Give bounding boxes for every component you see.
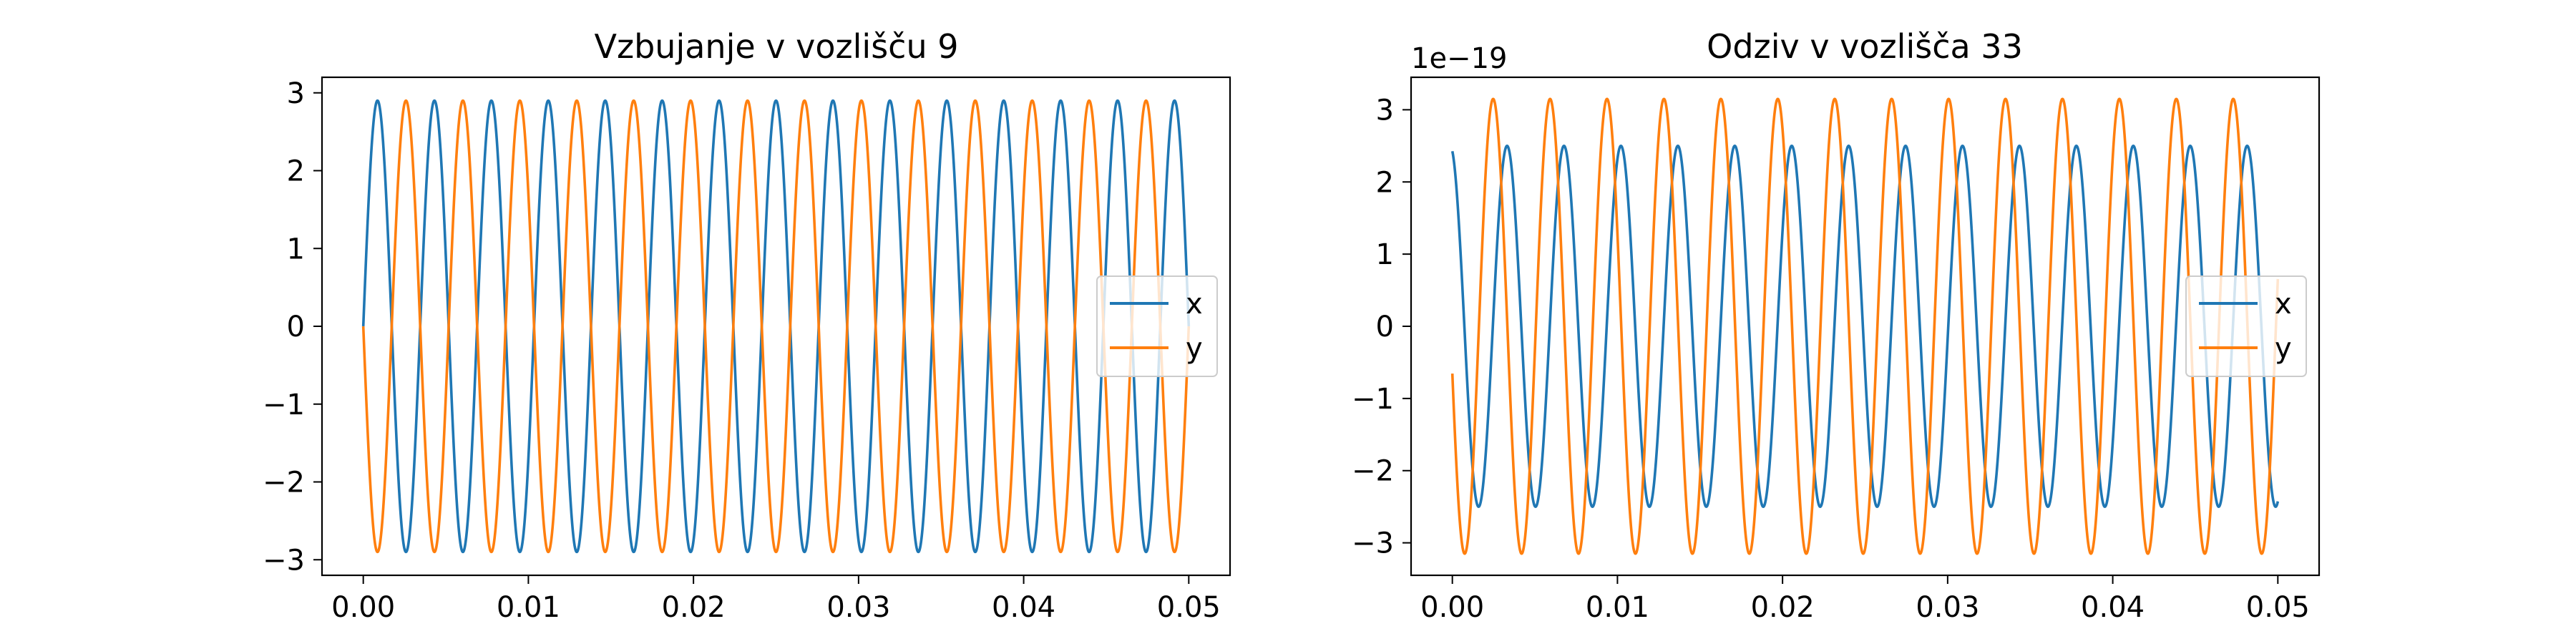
- series-line-x: [1450, 145, 2280, 508]
- legend-label: y: [1186, 332, 1203, 365]
- legend-box: [2185, 275, 2307, 377]
- y-tick-label: 3: [287, 77, 305, 110]
- y-axis-ticks: −3 −2 −1 0 1 2 3: [263, 77, 322, 577]
- legend: xy: [1096, 275, 1218, 377]
- x-tick-label: 0.03: [826, 591, 890, 624]
- chart-title: Odziv v vozlišča 33: [1707, 27, 2023, 66]
- plot-area: [361, 99, 1191, 554]
- x-tick-label: 0.02: [1751, 591, 1815, 624]
- legend-label: y: [2275, 332, 2292, 365]
- series-line-y: [361, 99, 1191, 554]
- subplot-response: Odziv v vozlišča 33 1e−19 0.00 0.01 0.02 0.…: [1352, 27, 2321, 624]
- y-axis-offset-text: 1e−19: [1411, 42, 1507, 75]
- y-tick-label: −1: [263, 389, 305, 421]
- y-tick-label: 0: [287, 311, 305, 343]
- legend-label: x: [1186, 288, 1203, 321]
- x-tick-label: 0.04: [2081, 591, 2145, 624]
- y-tick-label: 2: [1376, 166, 1394, 199]
- y-tick-label: 3: [1376, 94, 1394, 127]
- y-tick-label: 1: [287, 233, 305, 265]
- subplot-excitation: Vzbujanje v vozlišču 9 0.00 0.01 0.02 0.03 0…: [263, 27, 1231, 624]
- y-tick-label: 1: [1376, 238, 1394, 271]
- legend-label: x: [2275, 288, 2292, 321]
- y-tick-label: −3: [263, 544, 305, 577]
- y-tick-label: 0: [1376, 311, 1394, 343]
- axes-frame: [321, 76, 1231, 577]
- x-tick-label: 0.04: [992, 591, 1055, 624]
- x-axis-ticks: 0.00 0.01 0.02 0.03 0.04 0.05: [1420, 575, 2310, 624]
- x-tick-label: 0.01: [1586, 591, 1649, 624]
- x-tick-label: 0.00: [331, 591, 395, 624]
- x-tick-label: 0.01: [497, 591, 560, 624]
- series-line-x: [361, 99, 1191, 554]
- x-tick-label: 0.05: [2246, 591, 2310, 624]
- y-tick-label: 2: [287, 155, 305, 188]
- series-line-y: [1450, 97, 2280, 555]
- y-tick-label: −2: [263, 467, 305, 499]
- legend: xy: [2185, 275, 2307, 377]
- legend-box: [1096, 275, 1218, 377]
- y-tick-label: −2: [1352, 455, 1394, 488]
- y-tick-label: −3: [1352, 527, 1394, 560]
- chart-title: Vzbujanje v vozlišču 9: [594, 27, 958, 66]
- x-tick-label: 0.00: [1420, 591, 1484, 624]
- y-axis-ticks: −3 −2 −1 0 1 2 3: [1352, 94, 1411, 560]
- plot-area: [1450, 97, 2280, 555]
- x-tick-label: 0.05: [1157, 591, 1221, 624]
- y-tick-label: −1: [1352, 383, 1394, 416]
- x-tick-label: 0.03: [1916, 591, 1979, 624]
- x-axis-ticks: 0.00 0.01 0.02 0.03 0.04 0.05: [331, 575, 1221, 624]
- x-tick-label: 0.02: [662, 591, 726, 624]
